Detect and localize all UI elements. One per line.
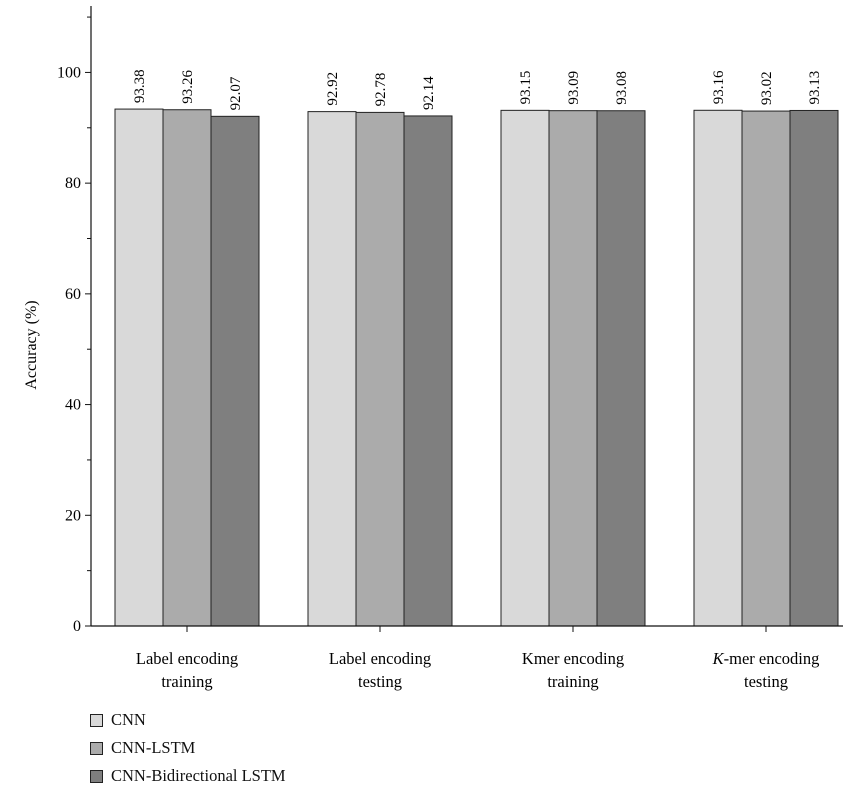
legend-item: CNN — [90, 706, 286, 734]
y-tick-label: 80 — [65, 175, 81, 192]
x-tick-label: K-mer encoding — [712, 649, 820, 668]
legend-swatch — [90, 713, 103, 727]
bar — [162, 109, 212, 627]
x-tick-label: Label encoding — [136, 649, 238, 668]
x-tick-label: Kmer encoding — [522, 649, 624, 668]
data-label: 92.07 — [228, 76, 244, 110]
data-label: 92.14 — [421, 76, 437, 110]
legend-item: CNN-Bidirectional LSTM — [90, 762, 286, 790]
bar — [307, 111, 357, 627]
data-label: 93.13 — [807, 71, 823, 105]
legend: CNN CNN-LSTM CNN-Bidirectional LSTM — [90, 706, 286, 790]
x-axis: Label encoding training Label encoding test… — [91, 625, 843, 691]
y-tick-label: 20 — [65, 507, 81, 524]
data-label: 92.78 — [373, 73, 389, 107]
bar — [355, 111, 405, 627]
legend-label: CNN-Bidirectional LSTM — [111, 766, 286, 785]
x-tick-label: testing — [744, 672, 788, 691]
bar — [693, 109, 743, 627]
bar — [789, 109, 839, 627]
y-axis-title: Accuracy (%) — [23, 300, 40, 389]
data-label: 93.15 — [518, 71, 534, 105]
legend-item: CNN-LSTM — [90, 734, 286, 762]
bar — [548, 110, 598, 627]
y-axis: 0 20 40 60 80 100 — [57, 6, 92, 635]
bar — [210, 115, 260, 627]
bar — [114, 108, 164, 627]
legend-swatch — [90, 741, 103, 755]
y-tick-label: 100 — [57, 64, 81, 81]
data-label: 93.26 — [180, 69, 196, 103]
data-label: 93.02 — [759, 71, 775, 105]
y-tick-label: 40 — [65, 397, 81, 414]
bar-chart: 0 20 40 60 80 100 93.38 93.26 92.07 92.92 92.78 92… — [23, 6, 843, 691]
y-tick-label: 60 — [65, 286, 81, 303]
bars: 93.38 93.26 92.07 92.92 92.78 92.14 93.15 93.09… — [114, 69, 839, 627]
x-tick-label: training — [547, 672, 598, 691]
bar — [403, 115, 453, 627]
x-tick-label: Label encoding — [329, 649, 431, 668]
x-tick-label: training — [161, 672, 212, 691]
y-tick-label: 0 — [73, 618, 81, 635]
legend-swatch — [90, 769, 103, 783]
legend-label: CNN — [111, 710, 146, 729]
bar — [500, 109, 550, 627]
x-tick-label: testing — [358, 672, 402, 691]
data-label: 93.08 — [614, 71, 630, 105]
legend-label: CNN-LSTM — [111, 738, 196, 757]
data-label: 93.16 — [711, 70, 727, 104]
data-label: 93.09 — [566, 71, 582, 105]
bar — [741, 110, 791, 627]
data-label: 92.92 — [325, 72, 341, 106]
bar — [596, 110, 646, 627]
data-label: 93.38 — [132, 69, 148, 103]
